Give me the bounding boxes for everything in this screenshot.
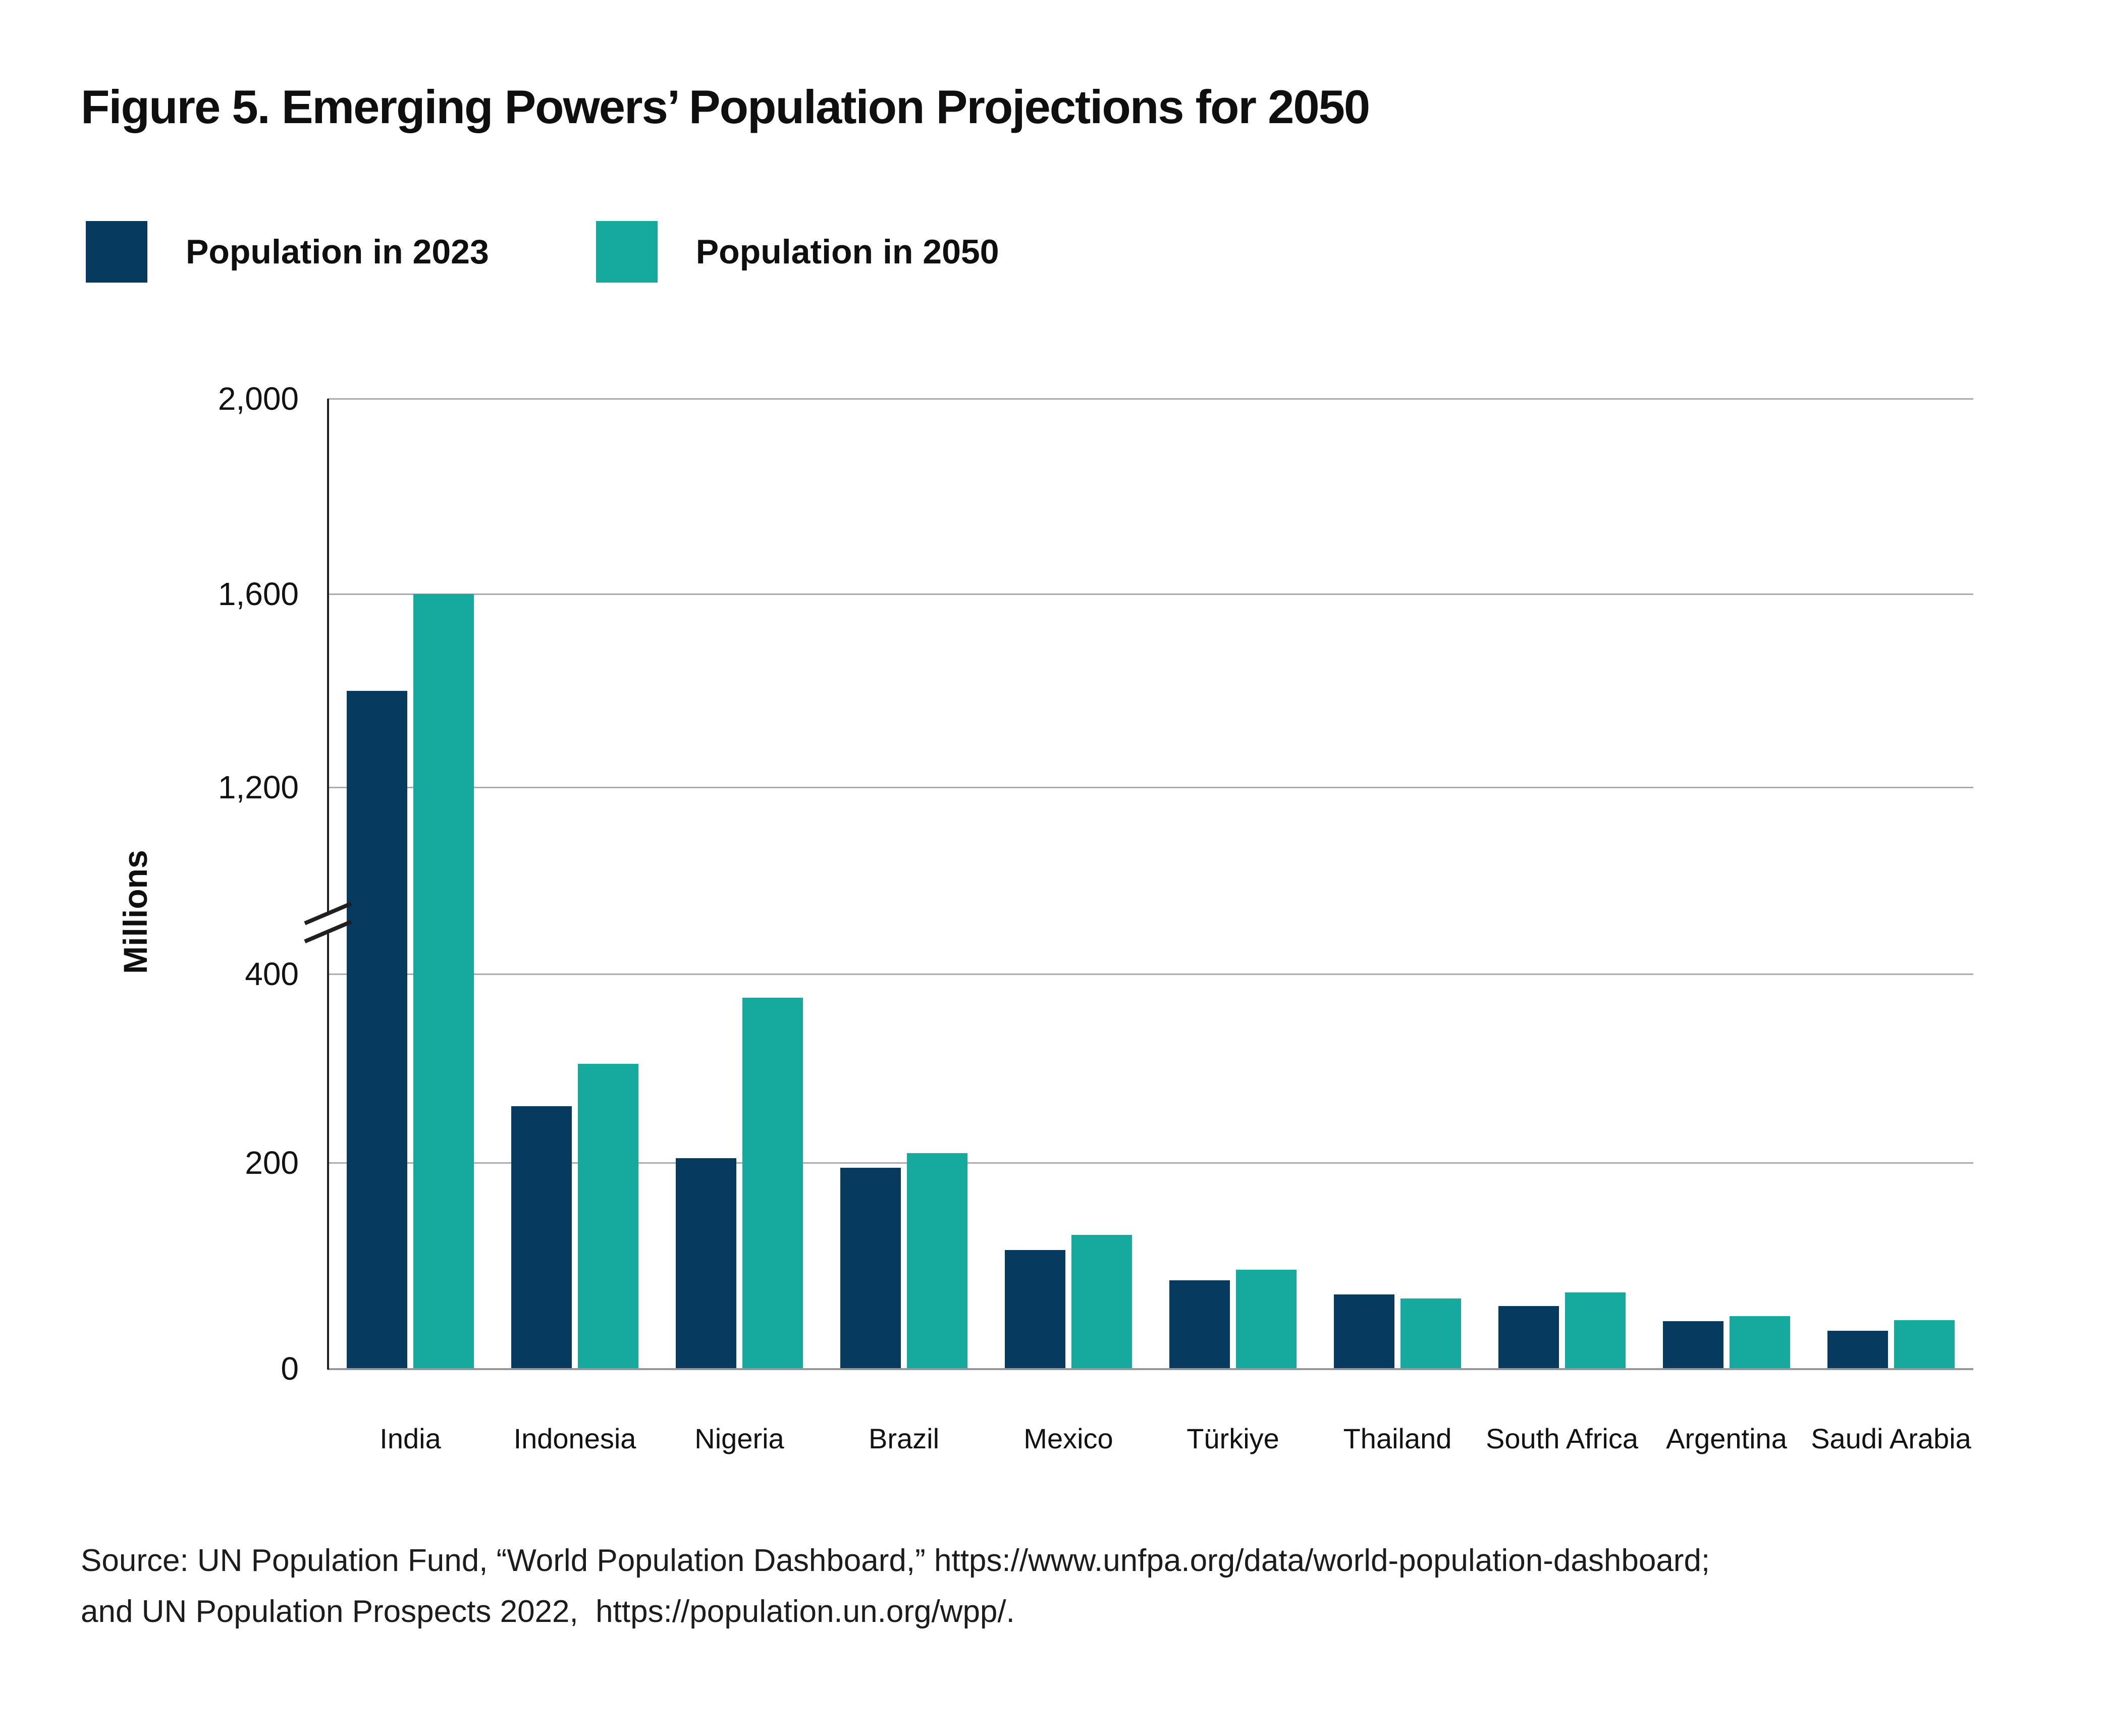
source-line-1: Source: UN Population Fund, “World Popul… <box>81 1543 1710 1578</box>
y-tick-label-400: 400 <box>245 956 299 992</box>
x-label-indonesia: Indonesia <box>513 1423 636 1454</box>
bar-brazil-2023 <box>840 1168 901 1370</box>
legend-label-2050: Population in 2050 <box>695 233 999 271</box>
x-axis-line-overlay <box>328 1368 1973 1370</box>
x-label-nigeria: Nigeria <box>694 1423 784 1454</box>
bar-thailand-2023 <box>1334 1294 1394 1370</box>
bar-mexico-2023 <box>1005 1250 1065 1370</box>
bar-south-africa-2023 <box>1498 1306 1559 1370</box>
legend-item-2023: Population in 2023 <box>86 221 489 283</box>
x-label-south-africa: South Africa <box>1486 1423 1638 1454</box>
x-label-t-rkiye: Türkiye <box>1187 1423 1279 1454</box>
source-line-2: and UN Population Prospects 2022, https:… <box>81 1594 1015 1629</box>
legend: Population in 2023 Population in 2050 <box>86 221 999 283</box>
bar-india-2050 <box>413 594 474 1370</box>
bar-brazil-2050 <box>907 1153 967 1370</box>
bar-t-rkiye-2050 <box>1236 1270 1297 1370</box>
bar-saudi-arabia-2023 <box>1827 1330 1888 1370</box>
bar-saudi-arabia-2050 <box>1894 1320 1955 1370</box>
bar-indonesia-2023 <box>511 1106 572 1370</box>
bar-mexico-2050 <box>1071 1234 1132 1370</box>
legend-item-2050: Population in 2050 <box>596 221 999 283</box>
y-tick-label-200: 200 <box>245 1145 299 1181</box>
bar-t-rkiye-2023 <box>1169 1280 1230 1370</box>
y-tick-label-1200: 1,200 <box>218 769 299 805</box>
x-label-india: India <box>380 1423 441 1454</box>
gridline-400 <box>328 973 1973 975</box>
gridline-200 <box>328 1162 1973 1164</box>
source-note: Source: UN Population Fund, “World Popul… <box>81 1535 1710 1637</box>
bar-argentina-2050 <box>1730 1316 1790 1370</box>
y-tick-label-2000: 2,000 <box>218 381 299 417</box>
bar-thailand-2050 <box>1400 1298 1461 1370</box>
bar-argentina-2023 <box>1663 1321 1723 1370</box>
y-axis-line-upper <box>327 399 329 915</box>
gridline-1200 <box>328 787 1973 788</box>
x-label-argentina: Argentina <box>1666 1423 1787 1454</box>
bar-indonesia-2050 <box>578 1063 638 1370</box>
legend-swatch-2050-icon <box>596 221 658 283</box>
x-label-saudi-arabia: Saudi Arabia <box>1811 1423 1971 1454</box>
x-label-thailand: Thailand <box>1343 1423 1452 1454</box>
x-label-brazil: Brazil <box>868 1423 940 1454</box>
bar-nigeria-2023 <box>676 1158 736 1370</box>
gridline-2000 <box>328 398 1973 400</box>
y-tick-label-1600: 1,600 <box>218 576 299 612</box>
figure-title: Figure 5. Emerging Powers’ Population Pr… <box>81 80 1370 133</box>
legend-swatch-2023-icon <box>86 221 147 283</box>
bar-india-2023 <box>347 690 407 1370</box>
y-tick-label-0: 0 <box>281 1350 299 1387</box>
x-label-mexico: Mexico <box>1023 1423 1113 1454</box>
bar-nigeria-2050 <box>742 997 803 1370</box>
legend-label-2023: Population in 2023 <box>186 233 489 271</box>
y-axis-line-lower <box>327 934 329 1370</box>
bar-south-africa-2050 <box>1565 1292 1626 1370</box>
gridline-1600 <box>328 593 1973 595</box>
